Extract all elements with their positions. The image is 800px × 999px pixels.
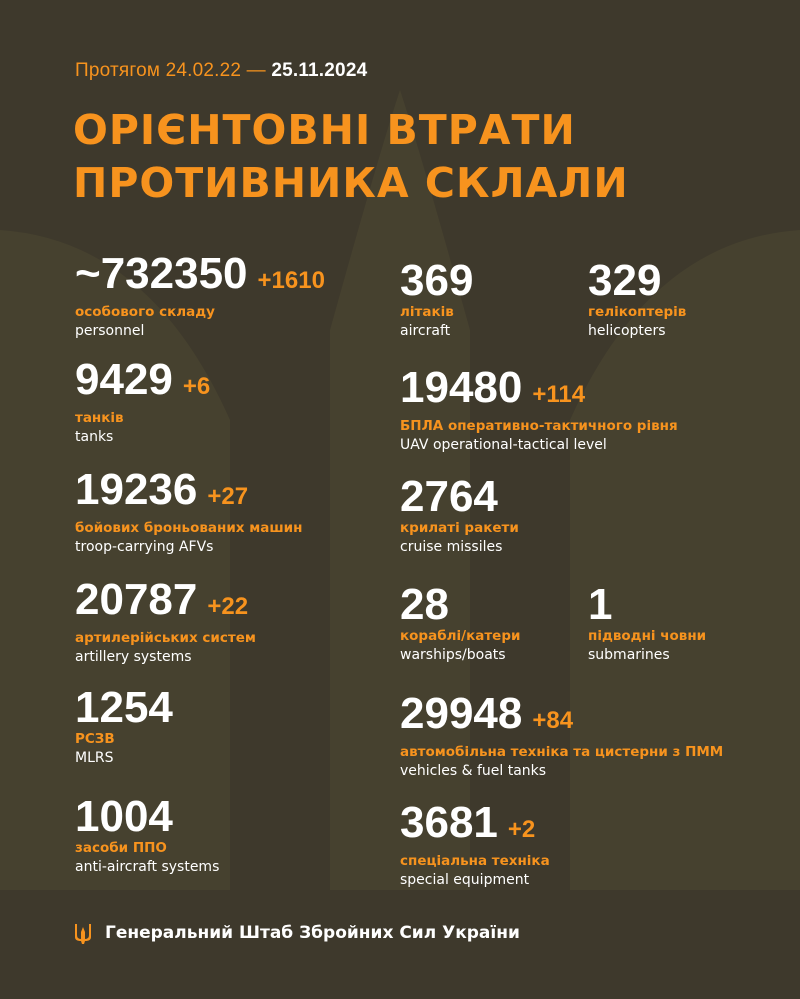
stat-tanks: 9429 +6 танків tanks xyxy=(75,358,210,447)
stat-delta: +6 xyxy=(182,373,211,400)
stat-aircraft: 369 літаків aircraft xyxy=(400,259,473,341)
stat-delta: +27 xyxy=(207,483,249,510)
stat-label-ua: особового складу xyxy=(75,304,215,320)
stat-label-ua: танків xyxy=(75,410,124,426)
stat-label-en: MLRS xyxy=(75,750,114,766)
trident-icon xyxy=(75,924,91,944)
stat-label-ua: підводні човни xyxy=(588,628,707,644)
stat-submarines: 1 підводні човни submarines xyxy=(588,583,706,665)
stat-number: 29948 xyxy=(400,689,523,738)
stat-label-en: warships/boats xyxy=(400,647,506,663)
stat-label-en: helicopters xyxy=(588,323,666,339)
stat-label-en: special equipment xyxy=(400,872,530,888)
stat-label-en: submarines xyxy=(588,647,670,663)
stat-value: 20787 +22 xyxy=(75,578,256,629)
stat-value: 29948 +84 xyxy=(400,692,723,743)
period: Протягом 24.02.22 — 25.11.2024 xyxy=(75,60,367,82)
stat-label-ua: кораблі/катери xyxy=(400,628,521,644)
stat-artillery: 20787 +22 артилерійських систем artillery… xyxy=(75,578,256,667)
stat-value: ~732350 +1610 xyxy=(75,252,325,303)
stat-value: 1004 xyxy=(75,795,219,839)
stat-personnel: ~732350 +1610 особового складу personnel xyxy=(75,252,325,341)
stat-label-ua: БПЛА оперативно-тактичного рівня xyxy=(400,418,678,434)
stat-number: 1 xyxy=(588,580,613,629)
stat-label-en: personnel xyxy=(75,323,145,339)
stat-afv: 19236 +27 бойових броньованих машин troop… xyxy=(75,468,302,557)
stat-value: 28 xyxy=(400,583,520,627)
page-title: ОРІЄНТОВНІ ВТРАТИ ПРОТИВНИКА СКЛАЛИ xyxy=(73,104,629,210)
stat-vehicles: 29948 +84 автомобільна техніка та цистерн… xyxy=(400,692,723,781)
stat-delta: +22 xyxy=(207,593,249,620)
stat-value: 19236 +27 xyxy=(75,468,302,519)
stat-label-ua: РСЗВ xyxy=(75,731,115,747)
stat-mlrs: 1254 РСЗВ MLRS xyxy=(75,686,173,768)
stat-delta: +84 xyxy=(532,707,574,734)
stat-number: 1254 xyxy=(75,683,173,732)
stat-number: 19480 xyxy=(400,363,523,412)
stat-delta: +2 xyxy=(507,816,536,843)
stat-label-ua: спеціальна техніка xyxy=(400,853,550,869)
stat-number: 20787 xyxy=(75,575,198,624)
stat-label-ua: автомобільна техніка та цистерни з ПММ xyxy=(400,744,724,760)
stat-label-en: troop-carrying AFVs xyxy=(75,539,214,555)
stat-number: ~732350 xyxy=(75,249,248,298)
stat-label-en: cruise missiles xyxy=(400,539,503,555)
stat-label-en: artillery systems xyxy=(75,649,192,665)
stat-value: 1254 xyxy=(75,686,173,730)
stat-value: 2764 xyxy=(400,475,519,519)
stat-label-ua: літаків xyxy=(400,304,454,320)
stat-label-ua: бойових броньованих машин xyxy=(75,520,303,536)
stat-warships: 28 кораблі/катери warships/boats xyxy=(400,583,520,665)
stat-label-en: aircraft xyxy=(400,323,451,339)
period-end: 25.11.2024 xyxy=(271,60,368,81)
stat-label-ua: засоби ППО xyxy=(75,840,167,856)
stat-label-ua: крилаті ракети xyxy=(400,520,519,536)
stat-number: 329 xyxy=(588,256,662,305)
stat-delta: +114 xyxy=(532,381,586,408)
stat-delta: +1610 xyxy=(257,267,325,294)
stat-helicopters: 329 гелікоптерів helicopters xyxy=(588,259,686,341)
stat-label-en: tanks xyxy=(75,429,114,445)
stat-number: 28 xyxy=(400,580,449,629)
stat-number: 2764 xyxy=(400,472,498,521)
title-line-1: ОРІЄНТОВНІ ВТРАТИ xyxy=(73,106,576,154)
stat-cruise-missiles: 2764 крилаті ракети cruise missiles xyxy=(400,475,519,557)
title-line-2: ПРОТИВНИКА СКЛАЛИ xyxy=(73,159,629,207)
stat-number: 3681 xyxy=(400,798,498,847)
stat-uav: 19480 +114 БПЛА оперативно-тактичного рів… xyxy=(400,366,678,455)
footer: Генеральний Штаб Збройних Сил України xyxy=(75,922,520,944)
stat-number: 1004 xyxy=(75,792,173,841)
stat-value: 19480 +114 xyxy=(400,366,678,417)
stat-number: 19236 xyxy=(75,465,198,514)
stat-number: 9429 xyxy=(75,355,173,404)
stat-number: 369 xyxy=(400,256,474,305)
stat-label-ua: артилерійських систем xyxy=(75,630,256,646)
stat-label-ua: гелікоптерів xyxy=(588,304,687,320)
stat-value: 9429 +6 xyxy=(75,358,210,409)
stat-value: 1 xyxy=(588,583,706,627)
stat-value: 3681 +2 xyxy=(400,801,550,852)
stat-label-en: UAV operational-tactical level xyxy=(400,437,607,453)
footer-text: Генеральний Штаб Збройних Сил України xyxy=(105,923,520,943)
stat-value: 329 xyxy=(588,259,686,303)
stat-label-en: anti-aircraft systems xyxy=(75,859,220,875)
stat-value: 369 xyxy=(400,259,473,303)
stat-anti-aircraft: 1004 засоби ППО anti-aircraft systems xyxy=(75,795,219,877)
period-start: Протягом 24.02.22 — xyxy=(75,60,266,81)
stat-special-equipment: 3681 +2 спеціальна техніка special equipm… xyxy=(400,801,550,890)
stat-label-en: vehicles & fuel tanks xyxy=(400,763,547,779)
